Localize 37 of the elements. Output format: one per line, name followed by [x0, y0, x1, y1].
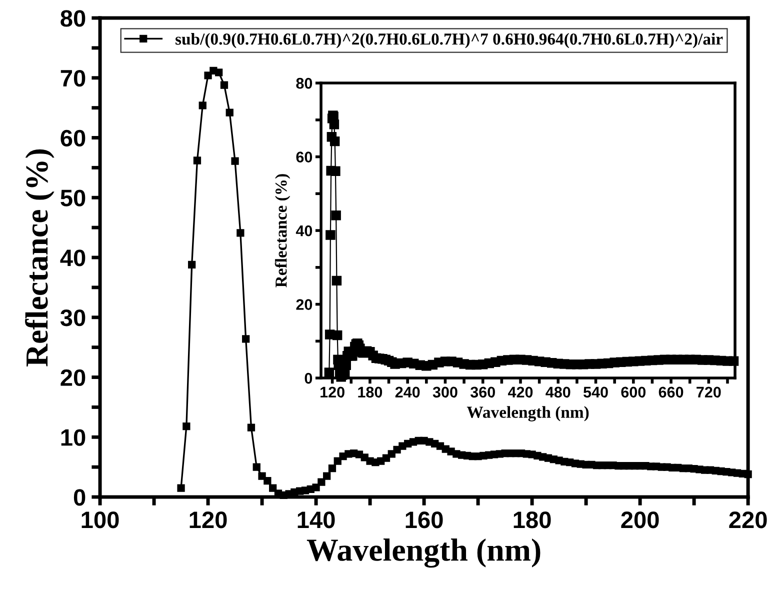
y-axis-title: Reflectance (%) — [25, 149, 54, 366]
y-tick-label: 50 — [60, 190, 86, 206]
y-tick-label: 30 — [60, 309, 86, 326]
y-tick-label: 10 — [61, 429, 86, 446]
x-tick-label: 660 — [658, 386, 684, 398]
y-tick-label: 80 — [296, 78, 312, 89]
y-tick-label: 60 — [60, 130, 86, 147]
y-tick-label: 40 — [296, 225, 312, 236]
x-tick-label: 720 — [696, 386, 721, 398]
y-tick-label: 20 — [60, 369, 86, 386]
x-axis-title: Wavelength (nm) — [306, 538, 540, 568]
y-tick-label: 0 — [304, 372, 312, 384]
x-tick-label: 180 — [358, 386, 382, 398]
y-tick-label: 60 — [296, 152, 312, 162]
x-tick-label: 200 — [621, 512, 659, 528]
x-tick-label: 420 — [508, 386, 533, 398]
x-axis-title: Wavelength (nm) — [466, 406, 589, 422]
x-tick-label: 100 — [82, 512, 119, 528]
x-tick-label: 600 — [621, 386, 646, 398]
x-tick-label: 120 — [320, 386, 344, 398]
x-tick-label: 140 — [298, 512, 335, 528]
x-tick-label: 180 — [514, 512, 551, 528]
y-tick-label: 40 — [60, 250, 86, 266]
y-axis-title: Reflectance (%) — [274, 174, 290, 288]
x-tick-label: 540 — [584, 386, 608, 398]
x-tick-label: 240 — [395, 386, 420, 398]
y-tick-label: 20 — [296, 299, 312, 310]
x-tick-label: 480 — [546, 386, 570, 398]
y-tick-label: 0 — [74, 489, 86, 506]
y-tick-label: 80 — [60, 10, 86, 27]
x-tick-label: 120 — [190, 512, 227, 528]
x-tick-label: 220 — [729, 512, 767, 528]
x-tick-label: 360 — [470, 386, 495, 398]
legend-label: sub/(0.9(0.7H0.6L0.7H)^2(0.7H0.6L0.7H)^7 0.6H0.964(0.7H0.6L0.7H)^2)/air — [176, 32, 723, 48]
x-tick-label: 160 — [406, 512, 443, 528]
y-tick-label: 70 — [60, 70, 86, 87]
x-tick-label: 300 — [432, 386, 458, 398]
